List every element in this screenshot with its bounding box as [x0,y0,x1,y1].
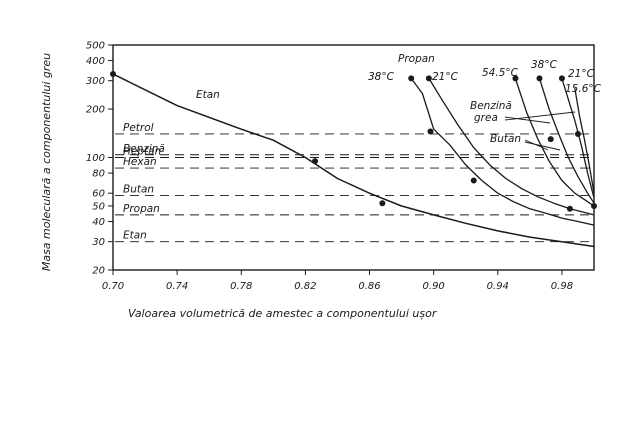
curve-marker [470,177,477,184]
curve-markers [110,71,597,212]
curve-label-21c-propan: 21°C [432,71,459,83]
curve-marker [591,202,597,209]
annotation-benzina-grea-line2: grea [474,112,498,124]
reference-line-label: Hexan [123,156,157,168]
curve-label-etan: Etan [196,89,220,101]
reference-line-label: Butan [123,184,154,196]
reference-line-label: Petrol [123,122,154,134]
annotation-butan: Butan [490,133,521,145]
curve-marker [379,200,386,207]
y-tick-label: 100 [86,153,105,164]
curve-label-38c-propan: 38°C [368,71,395,83]
x-tick-label: 0.82 [294,281,316,292]
x-tick-label: 0.94 [487,281,509,292]
curve-marker [536,75,543,82]
y-tick-label: 500 [86,41,105,52]
curve-marker [425,75,432,82]
curve-line [410,78,595,226]
x-tick-label: 0.78 [230,281,252,292]
curve-line [112,73,595,248]
x-axis-title: Valoarea volumetrică de amestec a compon… [128,307,438,320]
annotation-benzina-grea-line1: Benzină [470,100,512,112]
y-tick-label: 80 [92,169,105,180]
y-tick-label: 50 [92,201,105,212]
reference-line-label: Etan [123,230,147,242]
curves [112,73,595,248]
curve-line [428,78,595,216]
x-tick-label: 0.74 [166,281,188,292]
curve-marker [408,75,415,82]
reference-line-label: Propan [123,203,160,215]
reference-line-label: Heptan [123,146,161,158]
curve-marker [312,158,319,165]
curve-marker [110,71,116,78]
reference-line-label: Benzină [123,143,165,155]
y-tick-label: 30 [92,237,105,248]
curve-label-38c: 38°C [531,59,558,71]
x-axis-ticks: 0.70 0.74 0.78 0.82 0.86 0.90 0.94 0.98 [102,270,573,292]
curve-line [574,87,595,194]
y-tick-label: 300 [86,76,105,87]
y-tick-label: 200 [86,105,105,116]
x-tick-label: 0.90 [423,281,445,292]
curve-marker [427,128,434,135]
y-tick-label: 40 [92,217,105,228]
curve-label-21c: 21°C [568,68,595,80]
curve-marker [566,205,573,212]
curve-marker [547,136,554,143]
leader-lines [504,111,576,151]
curve-line [538,78,595,204]
curve-line [561,78,595,199]
y-axis-title: Masa moleculară a componentului greu [40,53,53,271]
curve-label-15c: 15.6°C [565,83,602,95]
curve-marker [512,75,519,82]
curve-label-54c: 54.5°C [482,67,519,79]
annotation-propan: Propan [398,53,435,65]
x-tick-label: 0.86 [358,281,380,292]
curve-marker [558,75,565,82]
x-tick-label: 0.70 [102,281,124,292]
y-tick-label: 60 [92,189,105,200]
curve-marker [574,130,581,137]
x-tick-label: 0.98 [551,281,573,292]
y-tick-label: 400 [86,56,105,67]
y-tick-label: 20 [92,266,105,277]
annotation-benzina-grea: Benzină grea [470,100,515,124]
